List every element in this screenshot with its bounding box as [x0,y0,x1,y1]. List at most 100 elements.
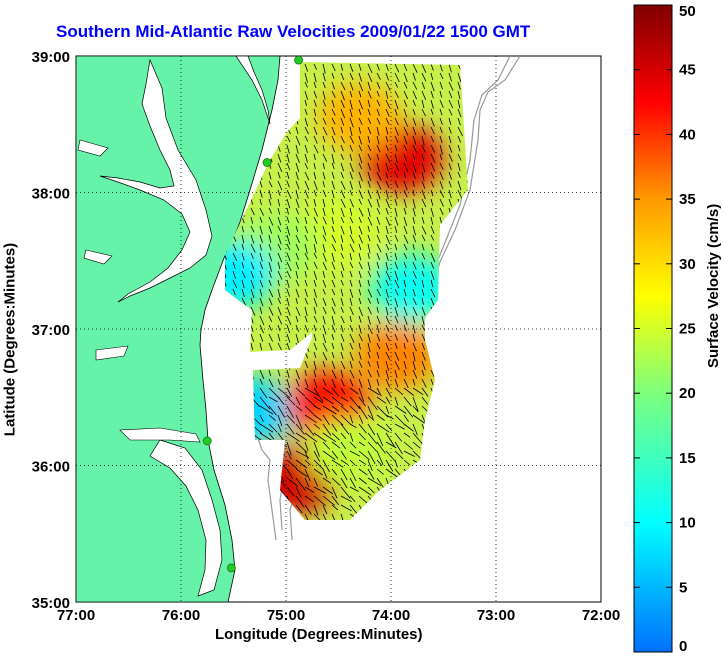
y-tick-labels: 39:00 38:00 37:00 36:00 35:00 [32,49,70,612]
velocity-vector [331,342,335,350]
y-tick-label: 37:00 [32,322,70,339]
velocity-vector [340,63,343,71]
velocity-vector [232,270,236,279]
velocity-vector [322,72,326,82]
velocity-vector [367,477,382,487]
velocity-vector [268,432,275,440]
velocity-vector [313,189,317,197]
velocity-vector [394,315,399,324]
velocity-vector [313,333,317,342]
velocity-vector [367,117,372,125]
velocity-vector [358,450,370,461]
velocity-vector [394,72,400,83]
velocity-vector [268,342,273,351]
velocity-vector [367,315,371,325]
velocity-vector [394,378,399,388]
velocity-vector [331,72,335,79]
velocity-vector [412,216,415,224]
velocity-vector [385,207,389,215]
velocity-vector [412,162,417,173]
velocity-vector [403,432,411,438]
velocity-vector [412,180,415,187]
velocity-vector [376,270,380,278]
velocity-vector [412,324,416,334]
velocity-vector [358,468,368,476]
velocity-vector [277,324,281,332]
velocity-vector [358,117,363,125]
velocity-vector [286,216,290,224]
velocity-vector [430,180,434,188]
velocity-vector [322,315,326,325]
velocity-vector [385,162,389,172]
velocity-vector [340,495,352,503]
velocity-vector [313,108,317,117]
velocity-vector [421,396,429,405]
x-tick-label: 77:00 [57,607,95,624]
velocity-vector [385,234,391,245]
velocity-vector [358,189,364,199]
velocity-vector [358,243,362,251]
velocity-vector [322,189,327,198]
velocity-vector [331,441,341,449]
velocity-vector [376,171,382,181]
velocity-vector [268,171,272,180]
velocity-vector [322,216,327,225]
velocity-vector [340,432,347,440]
velocity-vector [295,279,300,287]
colorbar-tick-label: 50 [679,3,696,20]
velocity-vector [304,234,308,242]
velocity-vector [367,423,376,436]
velocity-vector [277,342,282,351]
velocity-vector [421,252,426,260]
colorbar-tick-label: 45 [679,62,696,79]
velocity-vector [304,432,318,443]
velocity-vector [277,153,282,163]
velocity-vector [349,324,353,332]
velocity-vector [421,279,425,288]
velocity-vector [295,126,299,135]
velocity-vector [331,360,336,369]
velocity-vector [385,306,389,316]
velocity-vector [225,252,227,260]
velocity-vector [313,243,317,253]
velocity-vector [421,225,427,235]
velocity-vector [376,459,383,466]
x-tick-label: 75:00 [267,607,305,624]
velocity-vector [439,180,444,190]
velocity-vector [268,243,272,251]
velocity-vector [376,315,381,325]
velocity-vector [358,90,362,98]
velocity-vector [277,162,283,173]
velocity-vector [376,162,380,172]
velocity-vector [412,171,416,179]
velocity-vector [358,333,363,342]
velocity-vector [439,153,443,160]
velocity-vector [331,207,334,215]
velocity-vector [313,387,324,402]
velocity-vector [385,297,390,306]
velocity-vector [394,234,399,242]
velocity-vector [295,135,301,146]
velocity-vector [412,432,423,444]
velocity-vector [250,270,254,279]
velocity-vector [403,216,408,227]
velocity-vector [412,126,417,136]
velocity-vector [286,405,294,418]
velocity-vector [403,225,408,235]
velocity-vector [358,180,362,189]
velocity-vector [313,306,317,314]
velocity-vector [313,459,324,470]
velocity-vector [394,297,399,308]
velocity-vector [367,81,371,91]
velocity-vector [430,189,434,197]
velocity-vector [412,315,416,324]
velocity-vector [340,81,346,91]
velocity-vector [385,279,389,287]
velocity-vector [268,270,272,278]
velocity-vector [376,198,380,208]
velocity-vector [340,207,345,218]
velocity-vector [439,117,443,125]
station-2 [262,158,272,167]
velocity-vector [412,153,416,161]
velocity-vector [385,63,389,72]
